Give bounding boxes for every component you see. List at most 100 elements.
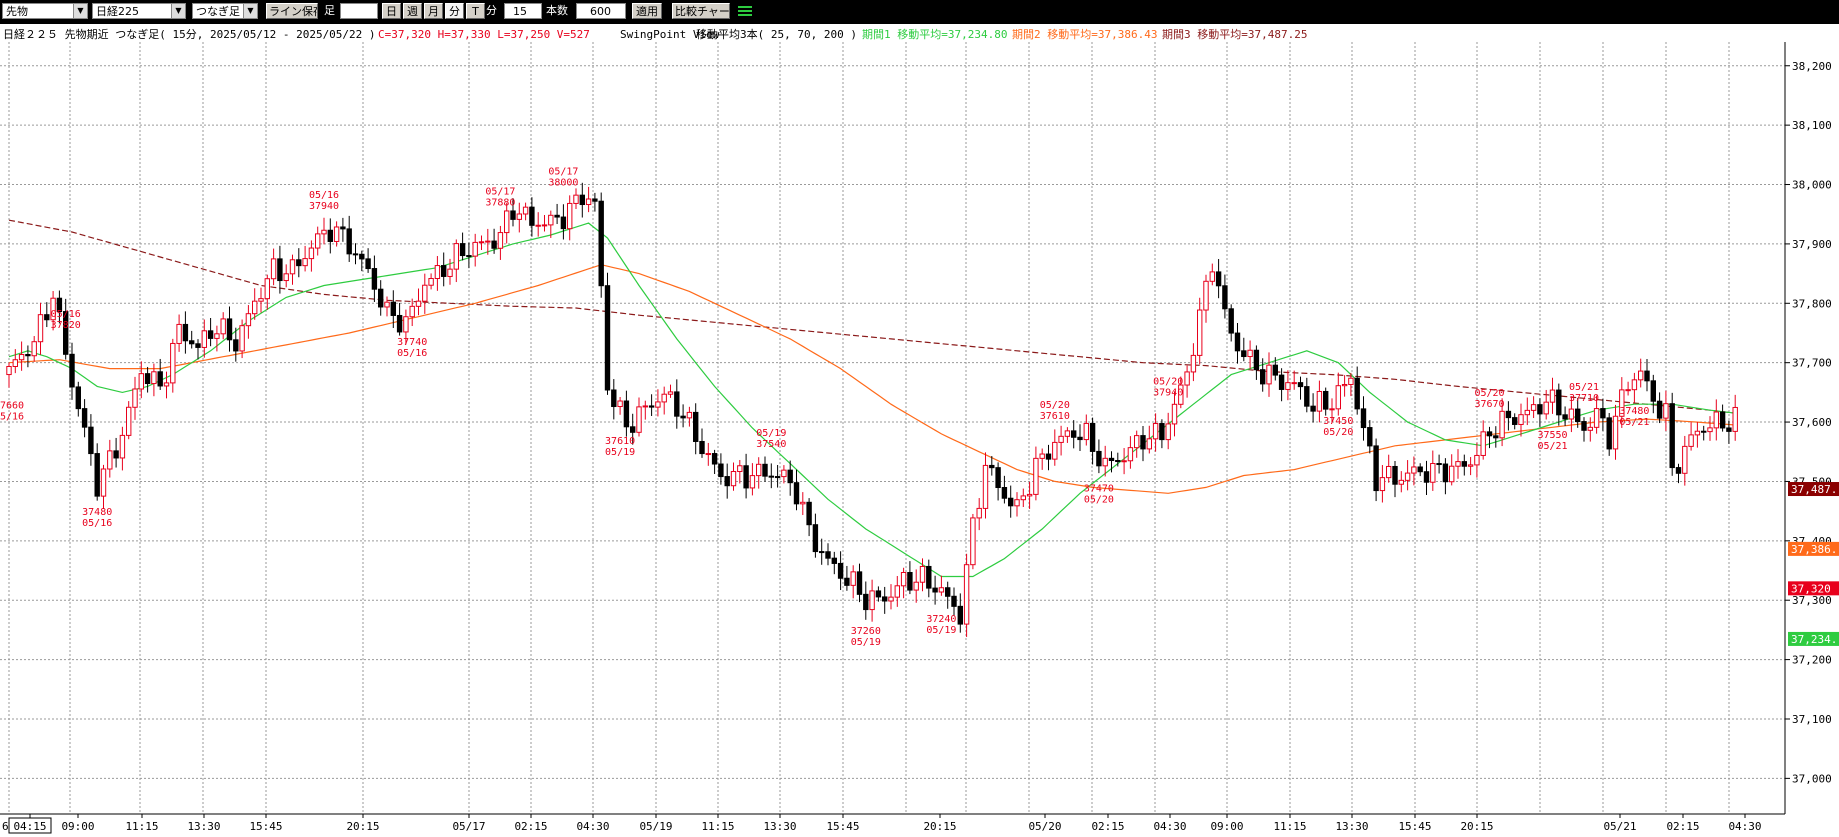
candle-body — [245, 313, 252, 327]
candle-body — [1575, 408, 1581, 423]
candle-body — [1108, 457, 1115, 462]
candle-body — [661, 393, 667, 403]
candle-body — [214, 333, 220, 339]
candle-body — [1644, 370, 1650, 382]
y-tick-label: 37,600 — [1792, 416, 1832, 429]
y-tick-label: 38,100 — [1792, 119, 1832, 132]
bar-type-select[interactable]: つなぎ足 ▼ — [192, 3, 258, 19]
period-button[interactable]: 週 — [403, 3, 422, 19]
candle-body — [365, 258, 371, 270]
apply-button[interactable]: 適用 — [632, 3, 662, 19]
price-tag — [1788, 581, 1839, 596]
y-tick-label: 37,100 — [1792, 713, 1832, 726]
candle-body — [1001, 487, 1008, 499]
compare-chart-button[interactable]: 比較チャート — [672, 3, 730, 19]
candle-body — [1556, 389, 1562, 416]
candle-body — [1310, 405, 1316, 412]
bars-input[interactable]: 600 — [576, 3, 626, 19]
period-button[interactable]: 日 — [382, 3, 401, 19]
swing-price-label: 37740 — [397, 337, 427, 348]
candle-body — [1373, 445, 1379, 492]
candle-body — [176, 323, 182, 344]
period-button[interactable]: T — [466, 3, 485, 19]
candle-body — [1675, 467, 1682, 474]
candle-body — [1600, 408, 1606, 419]
candle-body — [919, 565, 926, 583]
candle-body — [648, 405, 655, 408]
swing-date-label: 05/17 — [485, 186, 515, 197]
minutes-input[interactable]: 15 — [504, 3, 542, 19]
candle-body — [321, 229, 327, 235]
candle-body — [831, 557, 837, 564]
candle-body — [1404, 472, 1411, 481]
candlestick-chart: 3766005/1605/16378203748005/1605/1637940… — [0, 24, 1839, 837]
bar-type-value: つなぎ足 — [196, 5, 240, 18]
save-line-button[interactable]: ライン保存 — [266, 3, 318, 19]
swing-price-label: 37880 — [485, 197, 515, 208]
candle-body — [1159, 423, 1165, 441]
candle-body — [107, 450, 113, 470]
candle-body — [604, 285, 611, 391]
candle-body — [1713, 411, 1719, 429]
x-tick-label: 13:30 — [1335, 820, 1368, 833]
candle-body — [1398, 479, 1404, 485]
candle-body — [907, 572, 913, 591]
swing-date-label: 05/19 — [926, 625, 956, 636]
x-tick-label: 04:30 — [1728, 820, 1761, 833]
candle-body — [333, 226, 340, 242]
ashi-label: 足 — [324, 4, 335, 17]
price-tag — [1788, 631, 1839, 646]
price-tag-label: 37,320 — [1791, 582, 1831, 595]
x-tick-label: 02:15 — [1091, 820, 1124, 833]
candle-body — [1688, 434, 1694, 447]
chart-lines-icon[interactable] — [736, 3, 756, 19]
candle-body — [1379, 477, 1386, 492]
candle-body — [573, 194, 579, 204]
candle-body — [888, 596, 894, 602]
ma-title: 移動平均3本( 25, 70, 200 ) — [696, 27, 857, 41]
candle-body — [1386, 465, 1392, 479]
candle-body — [1171, 403, 1178, 425]
x-tick-label: 05/17 — [452, 820, 485, 833]
candle-body — [995, 467, 1001, 489]
swing-price-label: 37660 — [0, 400, 24, 411]
ashi-count-input[interactable] — [340, 3, 378, 19]
swing-date-label: 05/16 — [51, 309, 81, 320]
candle-body — [1083, 422, 1089, 441]
instrument-select[interactable]: 日経225 ▼ — [92, 3, 186, 19]
candle-body — [1625, 389, 1631, 392]
x-tick-label: 02:15 — [514, 820, 547, 833]
candle-body — [1152, 423, 1159, 440]
candle-body — [1663, 403, 1669, 419]
swing-date-label: 05/19 — [851, 637, 881, 648]
candle-body — [1499, 410, 1505, 439]
product-select[interactable]: 先物 ▼ — [2, 3, 88, 19]
candle-body — [1197, 309, 1203, 356]
candle-body — [1562, 414, 1568, 420]
candle-body — [1726, 427, 1732, 432]
period-button[interactable]: 分 — [445, 3, 464, 19]
candle-body — [1316, 390, 1323, 412]
x-tick-label: 09:00 — [1210, 820, 1243, 833]
x-tick-label: 15:45 — [249, 820, 282, 833]
candle-body — [1039, 453, 1045, 459]
chevron-down-icon: ▼ — [171, 4, 185, 18]
candle-body — [863, 593, 869, 611]
candle-body — [226, 318, 233, 341]
period-button[interactable]: 月 — [424, 3, 443, 19]
candle-body — [535, 224, 541, 227]
candle-body — [1178, 384, 1184, 405]
candle-body — [396, 314, 403, 333]
x-tick-label: 04:15 — [13, 820, 46, 833]
candle-body — [1134, 435, 1140, 449]
x-tick-label: 02:15 — [1666, 820, 1699, 833]
price-tag-label: 37,386. — [1791, 543, 1837, 556]
swing-date-label: 05/21 — [1619, 417, 1649, 428]
candle-body — [359, 253, 365, 260]
candle-body — [541, 224, 548, 227]
candle-body — [1089, 422, 1096, 452]
candle-body — [1707, 427, 1713, 433]
swing-price-label: 37940 — [309, 201, 339, 212]
candle-body — [579, 194, 585, 206]
candle-body — [233, 339, 239, 352]
